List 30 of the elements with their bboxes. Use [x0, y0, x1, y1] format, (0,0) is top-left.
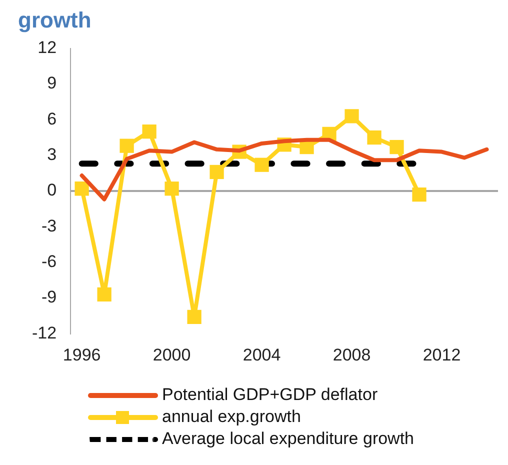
x-tick-label: 2008 — [332, 345, 371, 364]
point — [187, 310, 202, 324]
y-tick-label: -9 — [41, 288, 57, 307]
point — [120, 138, 134, 153]
point — [344, 109, 359, 124]
point — [210, 164, 224, 180]
point — [142, 124, 156, 139]
legend-label: Potential GDP+GDP deflator — [162, 384, 378, 406]
x-tick-label: 1996 — [62, 345, 101, 364]
point — [74, 182, 89, 196]
y-tick-label: 12 — [38, 38, 57, 58]
legend-label: annual exp.growth — [162, 406, 301, 428]
y-tick-label: 3 — [47, 145, 57, 164]
point — [412, 187, 426, 202]
y-tick-label: -3 — [41, 216, 57, 236]
x-tick-label: 2012 — [422, 345, 461, 364]
y-tick-label: 6 — [47, 109, 57, 128]
point — [254, 158, 269, 172]
y-tick-label: -12 — [32, 323, 57, 342]
chart-title: growth — [18, 7, 92, 32]
point — [97, 287, 112, 302]
point — [164, 182, 179, 196]
legend-label: Average local expenditure growth — [162, 428, 414, 450]
x-tick-label: 2000 — [152, 345, 191, 364]
point — [390, 140, 404, 154]
point — [367, 130, 382, 145]
y-tick-label: -6 — [41, 252, 57, 271]
y-tick-label: 0 — [47, 180, 57, 200]
y-tick-label: 9 — [47, 74, 57, 93]
x-tick-label: 2004 — [242, 345, 281, 364]
